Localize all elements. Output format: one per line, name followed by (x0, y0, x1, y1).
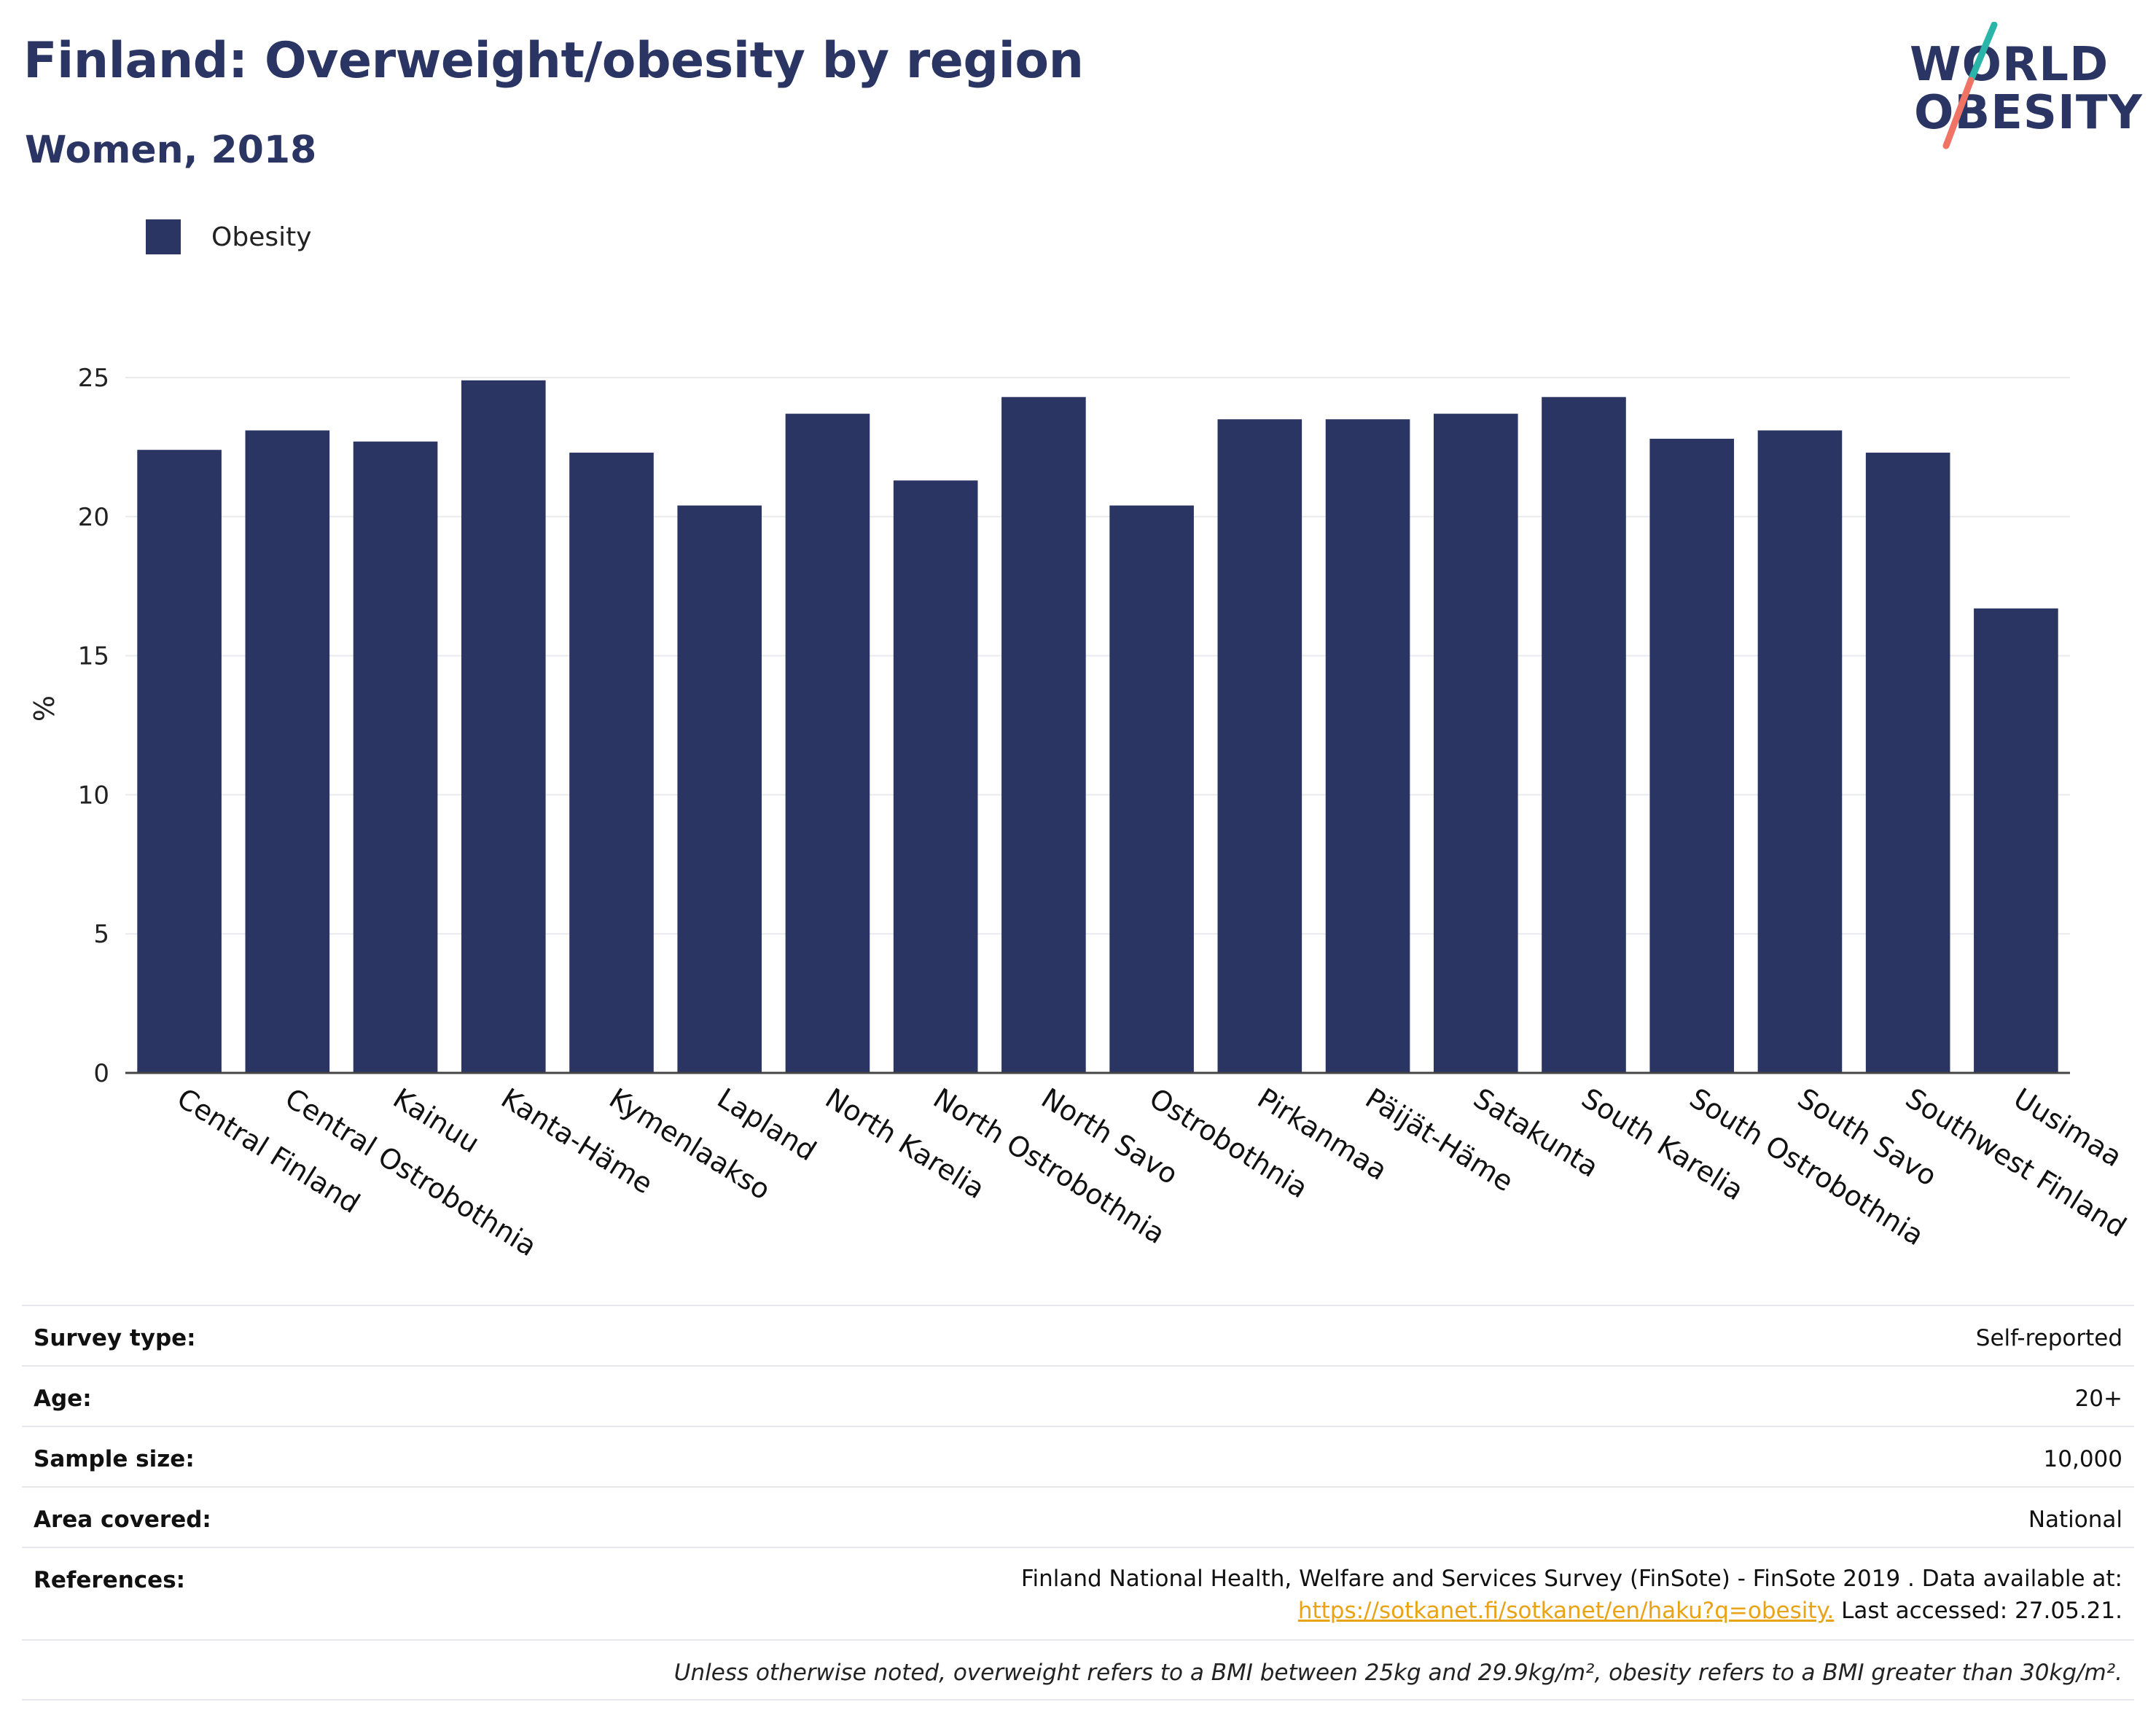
bar-ostrobothnia (1109, 505, 1194, 1073)
bar-north-karelia (785, 413, 870, 1073)
info-value-survey-type: Self-reported (1975, 1325, 2122, 1351)
info-row-survey-type: Survey type: Self-reported (22, 1305, 2134, 1365)
bar-uusimaa (1974, 608, 2058, 1073)
info-value-references: Finland National Health, Welfare and Ser… (1021, 1563, 2122, 1627)
y-tick-label-20: 20 (78, 503, 109, 532)
info-value-area-covered: National (2028, 1507, 2122, 1533)
info-row-area-covered: Area covered: National (22, 1486, 2134, 1547)
y-axis-label: % (28, 695, 60, 722)
bar-kymenlaakso (569, 453, 654, 1073)
logo-slash-icon (1942, 22, 1998, 149)
info-label-references: References: (34, 1567, 186, 1593)
info-label-area-covered: Area covered: (34, 1507, 211, 1533)
bar-south-karelia (1542, 397, 1626, 1073)
bar-south-savo (1757, 430, 1843, 1073)
info-row-age: Age: 20+ (22, 1365, 2134, 1426)
bar-central-ostrobothnia (245, 430, 330, 1073)
bar-kainuu (353, 441, 438, 1073)
bar-lapland (677, 505, 762, 1073)
info-label-sample-size: Sample size: (34, 1446, 195, 1472)
bar-kanta-h-me (461, 380, 546, 1073)
bar-southwest-finland (1865, 453, 1950, 1073)
y-tick-label-15: 15 (78, 642, 109, 671)
chart-legend: Obesity (146, 219, 312, 255)
info-value-sample-size: 10,000 (2043, 1446, 2122, 1472)
logo-line-1: WORLD (1910, 38, 2109, 92)
y-tick-label-0: 0 (93, 1059, 109, 1088)
info-label-age: Age: (34, 1386, 92, 1412)
world-obesity-logo: WORLD OBESITY (1895, 22, 2143, 153)
info-value-age: 20+ (2074, 1386, 2122, 1412)
bar-north-savo (1001, 397, 1086, 1073)
info-row-note: Unless otherwise noted, overweight refer… (22, 1639, 2134, 1700)
bar-p-ij-t-h-me (1325, 419, 1410, 1073)
bar-north-ostrobothnia (893, 480, 978, 1073)
page-subtitle: Women, 2018 (25, 128, 317, 172)
references-text: Finland National Health, Welfare and Ser… (1020, 1566, 2122, 1592)
references-accessed: Last accessed: 27.05.21. (1834, 1598, 2122, 1624)
bar-south-ostrobothnia (1649, 438, 1735, 1073)
y-tick-label-5: 5 (93, 920, 109, 949)
legend-label-obesity: Obesity (211, 222, 312, 252)
y-tick-label-10: 10 (78, 781, 109, 810)
bmi-definition-note: Unless otherwise noted, overweight refer… (673, 1660, 2122, 1686)
survey-info-table: Survey type: Self-reported Age: 20+ Samp… (22, 1305, 2134, 1700)
bar-pirkanmaa (1217, 419, 1302, 1073)
page-title: Finland: Overweight/obesity by region (23, 32, 1084, 90)
references-link[interactable]: https://sotkanet.fi/sotkanet/en/haku?q=o… (1297, 1598, 1835, 1624)
legend-swatch-obesity (146, 219, 181, 254)
x-tick-label: Central Finland (171, 1082, 365, 1219)
bar-satakunta (1433, 413, 1518, 1073)
info-label-survey-type: Survey type: (34, 1325, 196, 1351)
y-tick-label-25: 25 (78, 364, 109, 393)
info-row-sample-size: Sample size: 10,000 (22, 1426, 2134, 1486)
bar-central-finland (137, 450, 222, 1073)
info-row-references: References: Finland National Health, Wel… (22, 1547, 2134, 1639)
